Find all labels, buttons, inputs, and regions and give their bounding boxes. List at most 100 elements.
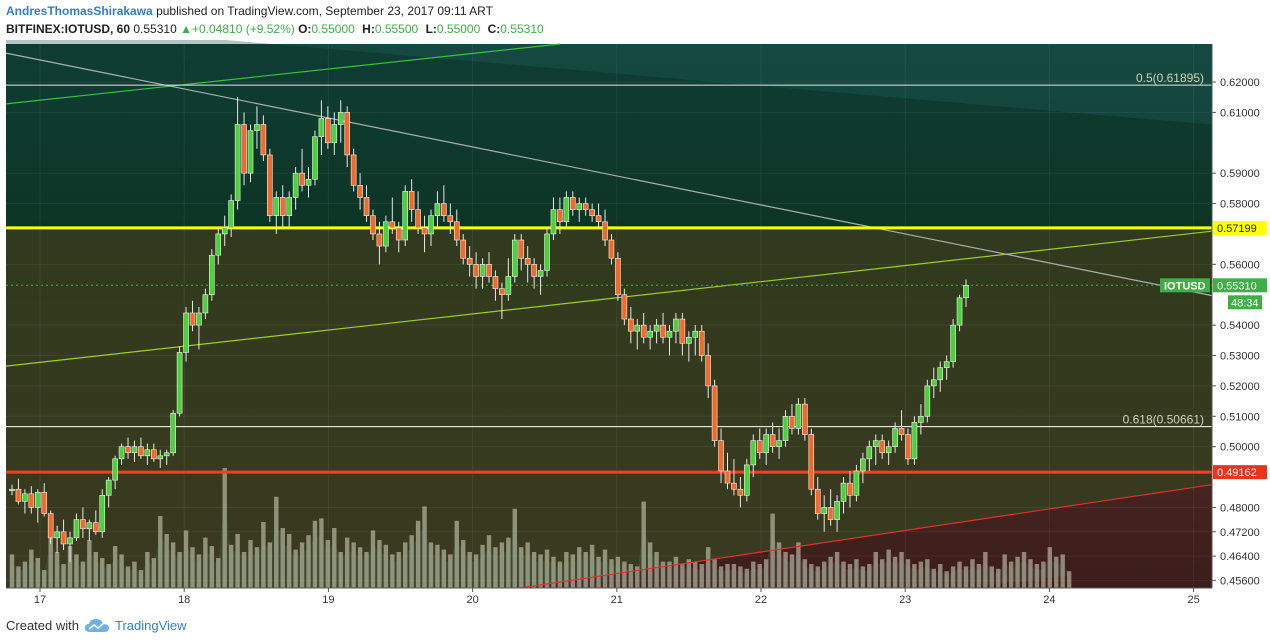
- volume-bar: [461, 540, 466, 588]
- candle: [737, 477, 744, 508]
- candle: [595, 203, 602, 228]
- volume-bar: [235, 534, 240, 588]
- candle: [312, 130, 318, 186]
- candle: [73, 513, 80, 541]
- volume-bar: [403, 542, 408, 588]
- volume-bar: [1002, 554, 1007, 588]
- volume-bar: [338, 552, 343, 588]
- volume-bar: [254, 547, 260, 588]
- volume-bar: [100, 558, 105, 588]
- horizontal-levels: 0.5(0.61895) 0.618(0.50661): [6, 71, 1212, 474]
- volume-bar: [854, 559, 859, 588]
- volume-bar: [351, 542, 356, 588]
- candle: [453, 209, 460, 247]
- volume-bar: [151, 558, 157, 588]
- volume-bar: [615, 556, 621, 588]
- volume-bar: [1054, 556, 1059, 588]
- candle: [421, 215, 428, 253]
- volume-bar: [654, 552, 659, 588]
- candle: [170, 410, 176, 456]
- symbol-price-label: IOTUSD: [1160, 278, 1210, 293]
- candle: [389, 197, 396, 234]
- volume-bar: [970, 559, 975, 588]
- candle: [776, 428, 782, 459]
- volume-bar: [422, 506, 427, 588]
- volume-bar: [228, 544, 234, 588]
- volume-bar: [557, 561, 563, 588]
- published-text: published on TradingView.com, September …: [156, 4, 493, 18]
- volume-bar: [931, 568, 936, 588]
- cloud-logo-icon: [84, 618, 109, 632]
- candle: [486, 252, 492, 283]
- volume-bar: [493, 547, 498, 588]
- tradingview-link[interactable]: TradingView: [114, 618, 187, 633]
- candle: [318, 100, 325, 155]
- volume-bar: [119, 554, 124, 588]
- volume-bar: [467, 552, 472, 588]
- y-tick-label: 0.47200: [1220, 527, 1260, 539]
- author-link[interactable]: AndresThomasShirakawa: [6, 4, 153, 18]
- candle: [769, 422, 776, 453]
- created-with-text: Created with: [6, 618, 79, 633]
- volume-bar: [454, 520, 459, 588]
- volume-bar: [847, 564, 853, 588]
- volume-bar: [299, 542, 305, 588]
- volume-bar: [364, 552, 369, 588]
- candle: [460, 233, 467, 265]
- volume-bar: [61, 564, 66, 588]
- volume-bar: [635, 566, 640, 588]
- last-price-text: 0.55310: [133, 22, 177, 36]
- volume-bar: [74, 554, 79, 588]
- volume-bar: [409, 535, 414, 588]
- change-up-icon: ▲: [180, 22, 192, 36]
- chart-background: [6, 40, 1212, 588]
- candle: [247, 124, 254, 183]
- volume-bar: [544, 549, 550, 588]
- x-tick-label: 19: [322, 594, 334, 606]
- y-tick-label: 0.52000: [1220, 381, 1260, 393]
- candle: [376, 221, 383, 265]
- candle: [415, 191, 421, 234]
- volume-bar: [1034, 564, 1040, 588]
- candle: [209, 249, 215, 301]
- support-price-tag: 0.49162: [1213, 465, 1267, 480]
- y-tick-label: 0.61000: [1220, 107, 1260, 119]
- candle: [892, 422, 898, 453]
- candle: [879, 434, 886, 459]
- candle: [821, 495, 827, 532]
- candle: [41, 483, 48, 517]
- volume-bar: [222, 468, 227, 588]
- volume-bar: [325, 540, 331, 588]
- volume-bar: [583, 552, 588, 588]
- candle: [550, 197, 557, 241]
- candle: [544, 227, 550, 277]
- candle: [698, 325, 705, 362]
- last-price-tag: 0.55310: [1213, 278, 1267, 293]
- volume-bar: [415, 520, 421, 588]
- volume-bar: [828, 556, 833, 588]
- volume-bar: [531, 552, 537, 588]
- candle: [357, 173, 363, 210]
- candle: [138, 437, 144, 459]
- volume-bar: [912, 564, 917, 588]
- candle: [99, 489, 106, 538]
- volume-bar: [48, 522, 53, 588]
- descending-trend-line: [5, 52, 1213, 297]
- candle: [531, 258, 537, 289]
- volume-bar: [274, 496, 279, 588]
- candle: [344, 106, 350, 168]
- y-tick-label: 0.50000: [1220, 442, 1260, 454]
- volume-bar: [435, 544, 440, 588]
- candle: [756, 428, 763, 459]
- price-chart[interactable]: 0.5(0.61895) 0.618(0.50661) 0.62000 0.6100…: [0, 40, 1270, 608]
- volume-bar: [551, 556, 556, 588]
- volume-bar: [693, 561, 698, 588]
- candle: [80, 507, 86, 538]
- close-value: 0.55310: [500, 22, 544, 36]
- candle: [557, 197, 563, 234]
- volume-bar: [164, 534, 169, 588]
- candle: [518, 233, 525, 271]
- candle: [383, 215, 389, 253]
- candle: [789, 404, 795, 435]
- candle: [67, 531, 73, 563]
